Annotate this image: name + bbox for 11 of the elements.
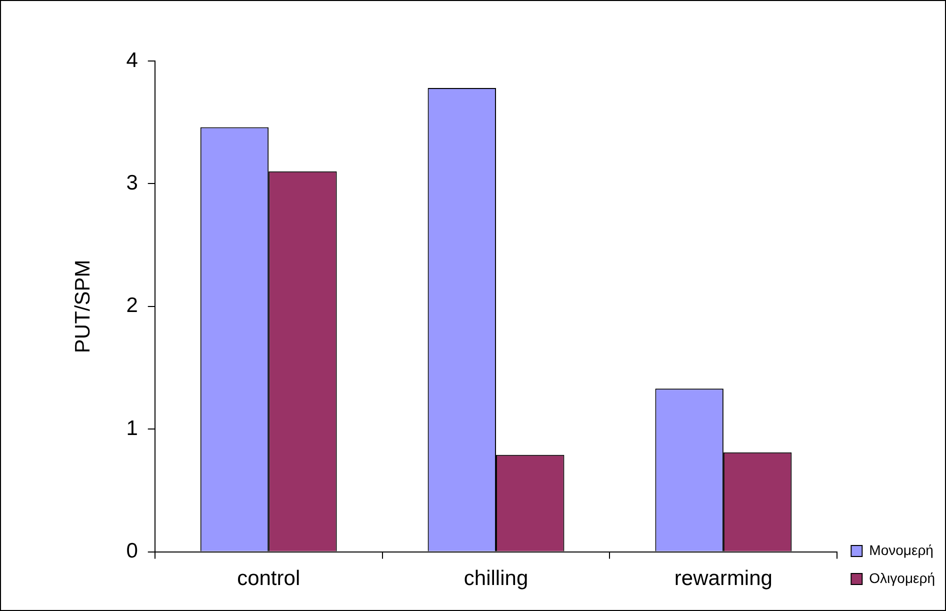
y-axis-title: PUT/SPM [71, 260, 94, 354]
x-tick-label: control [237, 567, 300, 590]
y-tick-label: 0 [126, 540, 138, 563]
legend-label: Μονομερή [869, 542, 934, 558]
y-tick-label: 2 [126, 294, 138, 318]
y-tick-label: 1 [126, 416, 138, 440]
y-tick-label: 3 [126, 171, 138, 194]
legend-label: Ολιγομερή [869, 570, 935, 586]
x-tick-label: chilling [464, 567, 528, 590]
y-tick-label: 4 [126, 48, 138, 72]
x-tick-label: rewarming [674, 567, 772, 590]
